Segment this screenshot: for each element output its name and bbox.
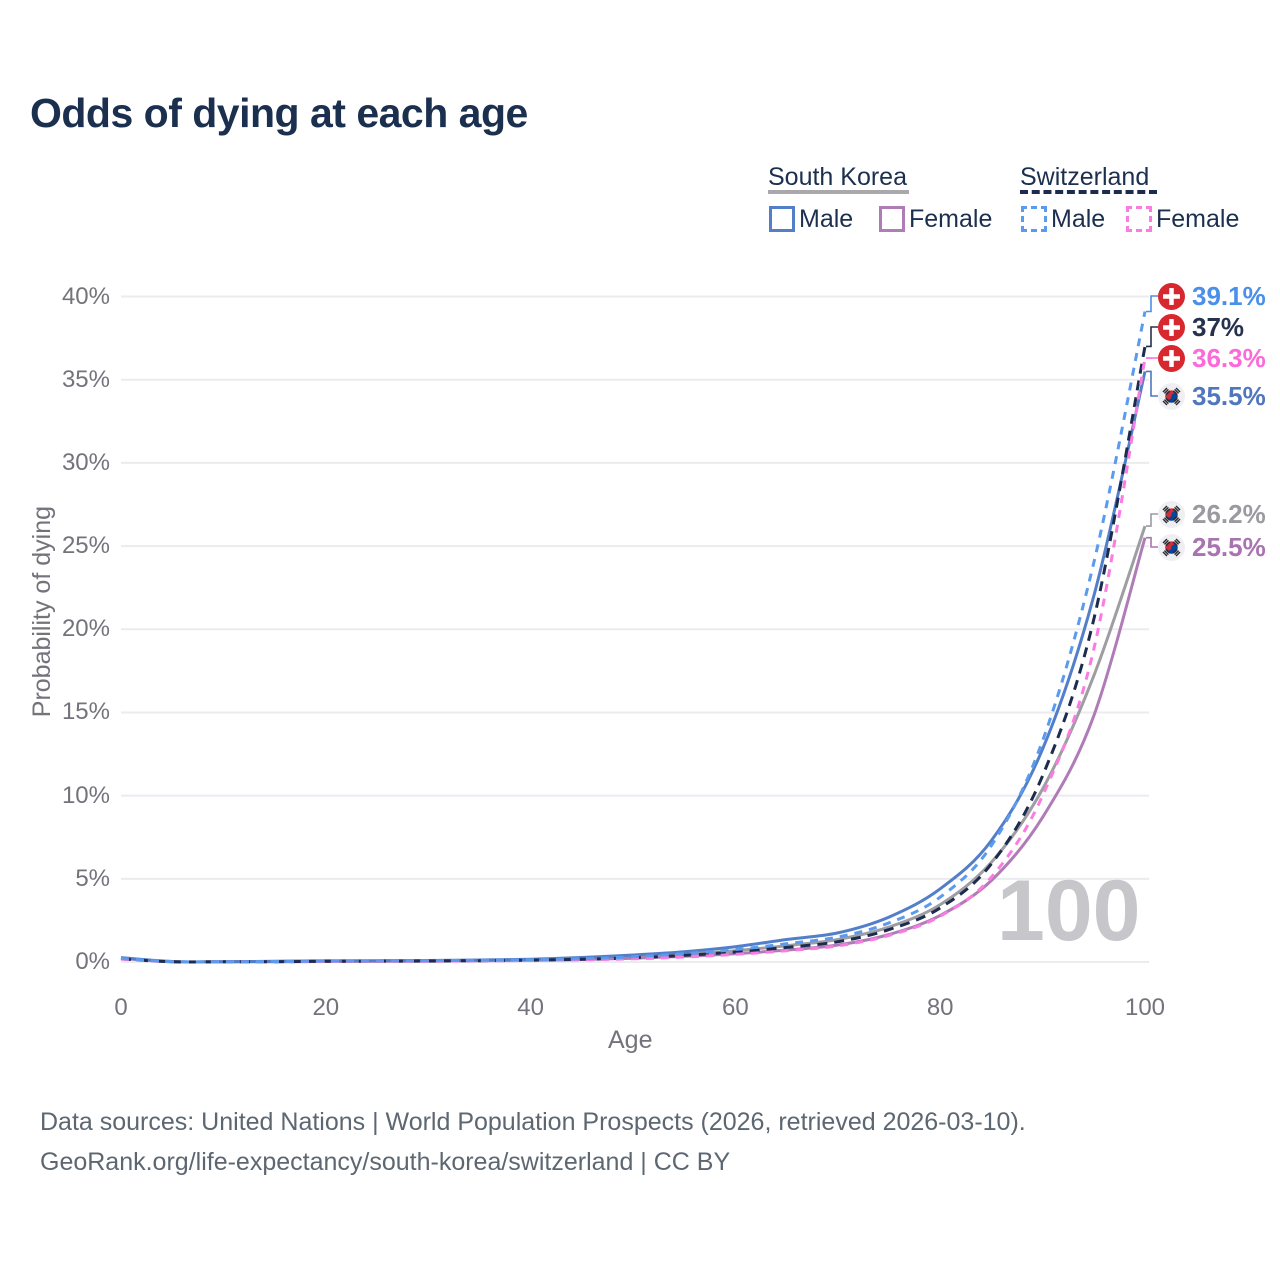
x-tick-60: 60	[722, 994, 749, 1021]
legend-label-south-korea-male[interactable]: Male	[799, 205, 854, 233]
value-label-south-korea-combined: 26.2%	[1158, 499, 1266, 529]
age-watermark: 100	[997, 863, 1141, 959]
legend-label-switzerland-male[interactable]: Male	[1051, 205, 1106, 233]
legend-swatch-switzerland-male[interactable]	[1021, 206, 1047, 232]
y-tick-15%: 15%	[61, 698, 110, 726]
line-switzerland-female[interactable]	[120, 357, 1147, 964]
line-south-korea-female[interactable]	[120, 537, 1147, 964]
legend-swatch-south-korea-female[interactable]	[879, 206, 905, 232]
value-text: 37%	[1192, 311, 1245, 342]
line-switzerland-male[interactable]	[120, 311, 1147, 964]
y-tick-5%: 5%	[75, 864, 110, 892]
label-connector-combined-switzerland	[1146, 326, 1158, 348]
legend-swatch-south-korea-male[interactable]	[769, 206, 795, 232]
y-tick-40%: 40%	[61, 282, 110, 310]
value-text: 26.2%	[1192, 498, 1266, 529]
value-text: 25.5%	[1192, 531, 1266, 562]
y-tick-30%: 30%	[61, 448, 110, 476]
label-connector-female-south-korea	[1146, 536, 1158, 548]
legend-label-switzerland-female[interactable]: Female	[1156, 205, 1240, 233]
data-sources-text: Data sources: United Nations | World Pop…	[40, 1108, 1026, 1136]
value-text: 39.1%	[1192, 280, 1266, 311]
y-tick-20%: 20%	[61, 615, 110, 643]
y-tick-35%: 35%	[61, 365, 110, 393]
south-korea-flag-icon	[1158, 382, 1185, 410]
value-label-switzerland-combined: 37%	[1158, 312, 1244, 342]
attribution-link[interactable]: GeoRank.org/life-expectancy/south-korea/…	[40, 1148, 731, 1176]
legend-group-switzerland[interactable]: Switzerland	[1020, 163, 1150, 191]
y-axis-title: Probability of dying	[28, 506, 56, 718]
legend-underline-south-korea	[768, 190, 909, 194]
label-connector-combined-south-korea	[1146, 513, 1158, 527]
value-label-south-korea-male: 35.5%	[1158, 381, 1266, 411]
value-text: 35.5%	[1192, 380, 1266, 411]
value-label-switzerland-female: 36.3%	[1158, 343, 1266, 373]
value-label-switzerland-male: 39.1%	[1158, 281, 1266, 311]
label-connector-male-switzerland	[1146, 295, 1158, 313]
line-south-korea-combined[interactable]	[120, 525, 1147, 964]
y-tick-0%: 0%	[75, 948, 110, 975]
value-label-south-korea-female: 25.5%	[1158, 532, 1266, 562]
x-tick-80: 80	[926, 994, 954, 1021]
x-tick-40: 40	[517, 994, 544, 1021]
page-title: Odds of dying at each age	[30, 90, 528, 136]
x-tick-100: 100	[1124, 994, 1166, 1021]
x-axis-title: Age	[608, 1026, 653, 1054]
switzerland-flag-icon	[1158, 344, 1185, 372]
legend-swatch-switzerland-female[interactable]	[1126, 206, 1152, 232]
line-south-korea-male[interactable]	[120, 371, 1147, 964]
value-text: 36.3%	[1192, 342, 1266, 373]
switzerland-flag-icon	[1158, 313, 1185, 341]
x-tick-20: 20	[312, 994, 340, 1021]
switzerland-flag-icon	[1158, 282, 1185, 310]
legend-underline-switzerland	[1020, 190, 1157, 194]
x-tick-0: 0	[114, 994, 128, 1021]
south-korea-flag-icon	[1158, 533, 1185, 561]
y-tick-25%: 25%	[61, 532, 110, 560]
line-switzerland-combined[interactable]	[120, 346, 1147, 964]
south-korea-flag-icon	[1158, 500, 1185, 528]
y-tick-10%: 10%	[61, 781, 110, 809]
legend-label-south-korea-female[interactable]: Female	[909, 205, 993, 233]
legend-group-south-korea[interactable]: South Korea	[768, 163, 907, 191]
label-connector-male-south-korea	[1146, 370, 1158, 397]
